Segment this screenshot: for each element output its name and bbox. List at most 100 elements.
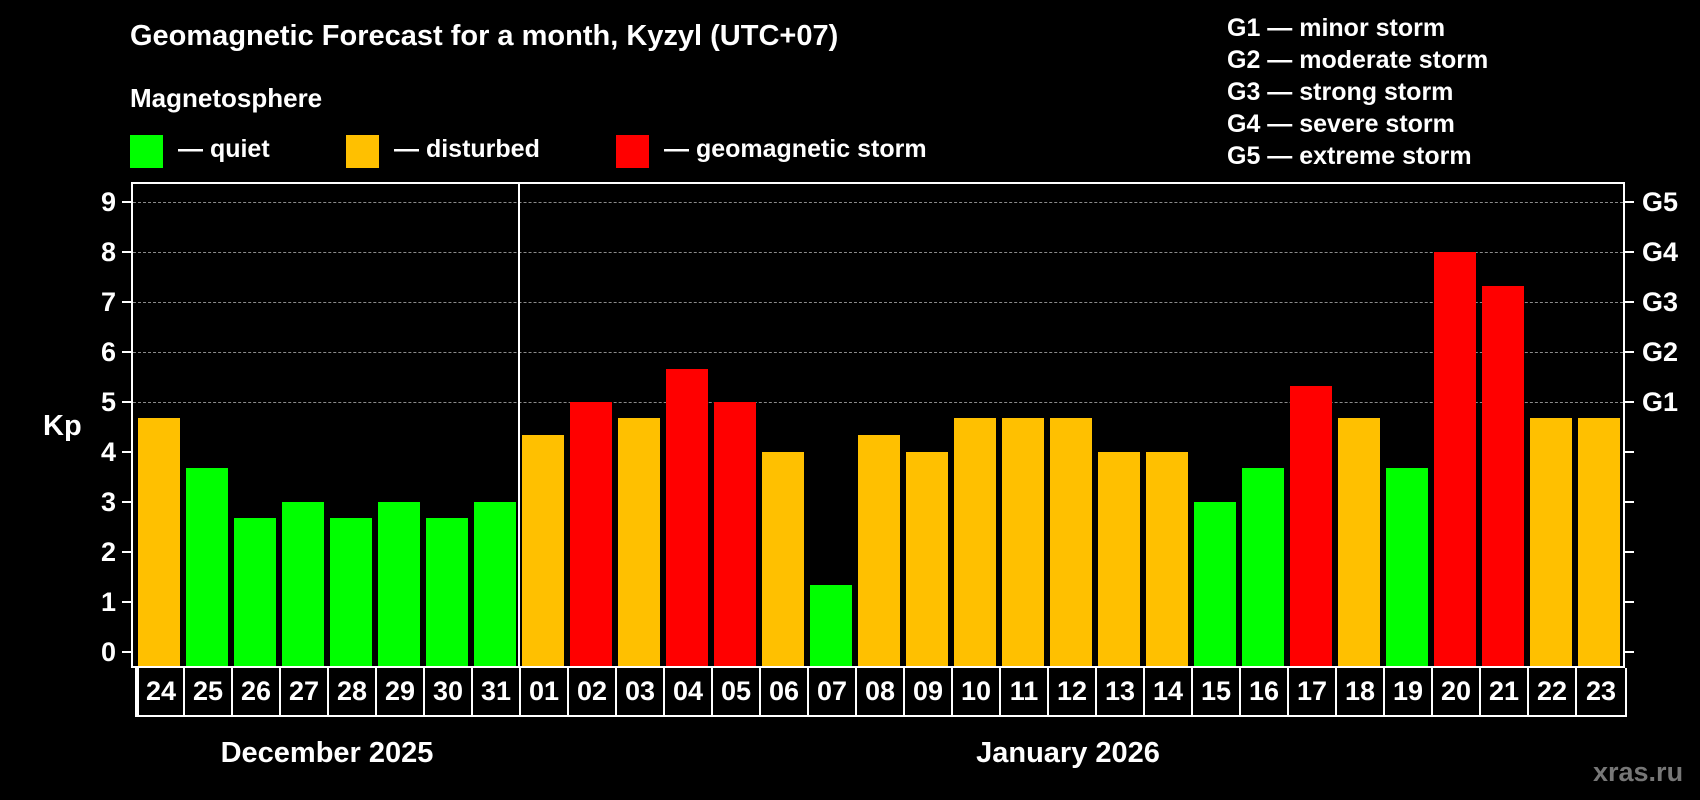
bar-20 (1434, 252, 1476, 666)
storm-scale-g5: G5 — extreme storm (1227, 142, 1472, 170)
date-cell: 13 (1097, 668, 1145, 715)
bar-18 (1338, 418, 1380, 666)
storm-swatch-icon (616, 135, 649, 168)
bar-12 (1050, 418, 1092, 666)
grid-line (133, 352, 1623, 354)
g-tick (1625, 201, 1634, 204)
date-cell: 22 (1529, 668, 1577, 715)
date-cell: 05 (713, 668, 761, 715)
date-cell: 24 (137, 668, 185, 715)
bar-11 (1002, 418, 1044, 666)
grid-line (133, 302, 1623, 304)
date-axis: 24 25 26 27 28 29 30 31 01 02 03 04 05 06 07 08 09 10 11 12… (135, 668, 1627, 717)
y-tick (122, 401, 131, 403)
y-tick-label: 1 (100, 586, 116, 617)
y-tick (122, 550, 131, 553)
date-cell: 25 (185, 668, 233, 715)
storm-scale-g3: G3 — strong storm (1227, 78, 1454, 106)
bar-30 (426, 518, 468, 666)
watermark: xras.ru (1593, 757, 1684, 787)
g-tick (1625, 500, 1634, 503)
bar-06 (762, 451, 804, 666)
legend-item-quiet: — quiet (130, 135, 270, 168)
legend-label-quiet: — quiet (178, 135, 270, 163)
g-tick (1625, 600, 1634, 603)
bar-10 (954, 418, 996, 666)
y-tick-label: 9 (100, 187, 116, 218)
bar-08 (858, 435, 900, 666)
y-tick-label: 0 (100, 636, 116, 667)
date-cell: 21 (1481, 668, 1529, 715)
bar-09 (906, 451, 948, 666)
y-tick (122, 201, 131, 204)
storm-scale-g2: G2 — moderate storm (1227, 46, 1489, 74)
bar-01 (522, 435, 564, 666)
y-tick (122, 650, 131, 653)
date-cell: 27 (281, 668, 329, 715)
bar-04 (666, 368, 708, 666)
g-tick (1625, 351, 1634, 354)
date-cell: 31 (473, 668, 521, 715)
storm-scale-legend: G1 — minor storm G2 — moderate storm G3 … (1227, 12, 1488, 172)
bar-24 (138, 418, 180, 666)
g-tick-label: G3 (1642, 287, 1679, 318)
bar-31 (474, 501, 516, 666)
date-cell: 07 (809, 668, 857, 715)
bar-05 (714, 402, 756, 666)
bar-07 (810, 585, 852, 666)
date-cell: 29 (377, 668, 425, 715)
legend-item-storm: — geomagnetic storm (616, 135, 927, 168)
bar-22 (1530, 418, 1572, 666)
y-tick-label: 7 (100, 287, 116, 318)
y-tick (122, 351, 131, 354)
date-cell: 10 (953, 668, 1001, 715)
g-tick-label: G2 (1642, 337, 1679, 368)
g-tick (1625, 550, 1634, 553)
bar-16 (1242, 468, 1284, 666)
month-label-december: December 2025 (220, 737, 434, 769)
bar-21 (1482, 285, 1524, 666)
bar-29 (378, 501, 420, 666)
month-label-january: January 2026 (976, 737, 1160, 769)
storm-scale-g1: G1 — minor storm (1227, 14, 1446, 42)
disturbed-swatch-icon (346, 135, 379, 168)
y-tick-label: 4 (100, 436, 116, 467)
date-cell: 26 (233, 668, 281, 715)
y-tick (122, 600, 131, 603)
date-cell: 01 (521, 668, 569, 715)
date-cell: 20 (1433, 668, 1481, 715)
y-tick-label: 3 (100, 486, 116, 517)
bar-17 (1290, 385, 1332, 666)
date-cell: 19 (1385, 668, 1433, 715)
g-tick (1625, 301, 1634, 304)
date-cell: 12 (1049, 668, 1097, 715)
y-tick-label: 6 (100, 337, 116, 368)
y-tick-label: 8 (100, 237, 116, 268)
g-tick-label: G1 (1642, 387, 1679, 417)
bar-02 (570, 402, 612, 666)
date-cell: 23 (1585, 676, 1617, 706)
chart-title: Geomagnetic Forecast for a month, Kyzyl … (130, 20, 839, 52)
grid-line (133, 402, 1623, 403)
date-cell: 18 (1337, 668, 1385, 715)
bar-23 (1578, 418, 1620, 666)
date-cell: 14 (1145, 668, 1193, 715)
date-cell: 03 (617, 668, 665, 715)
storm-scale-g4: G4 — severe storm (1227, 110, 1455, 138)
quiet-swatch-icon (130, 135, 163, 168)
date-cell: 11 (1001, 668, 1049, 715)
y-tick (122, 500, 131, 503)
grid-line (133, 202, 1623, 204)
legend-heading: Magnetosphere (130, 83, 323, 113)
date-cell: 17 (1289, 668, 1337, 715)
y-axis-label: Kp (43, 410, 82, 442)
bar-19 (1386, 468, 1428, 666)
g-tick (1625, 401, 1634, 403)
month-divider (518, 184, 520, 666)
date-cell: 09 (905, 668, 953, 715)
grid-line (133, 252, 1623, 254)
bar-26 (234, 518, 276, 666)
g-tick-label: G5 (1642, 187, 1679, 218)
g-tick (1625, 251, 1634, 254)
y-tick-label: 2 (100, 536, 116, 567)
